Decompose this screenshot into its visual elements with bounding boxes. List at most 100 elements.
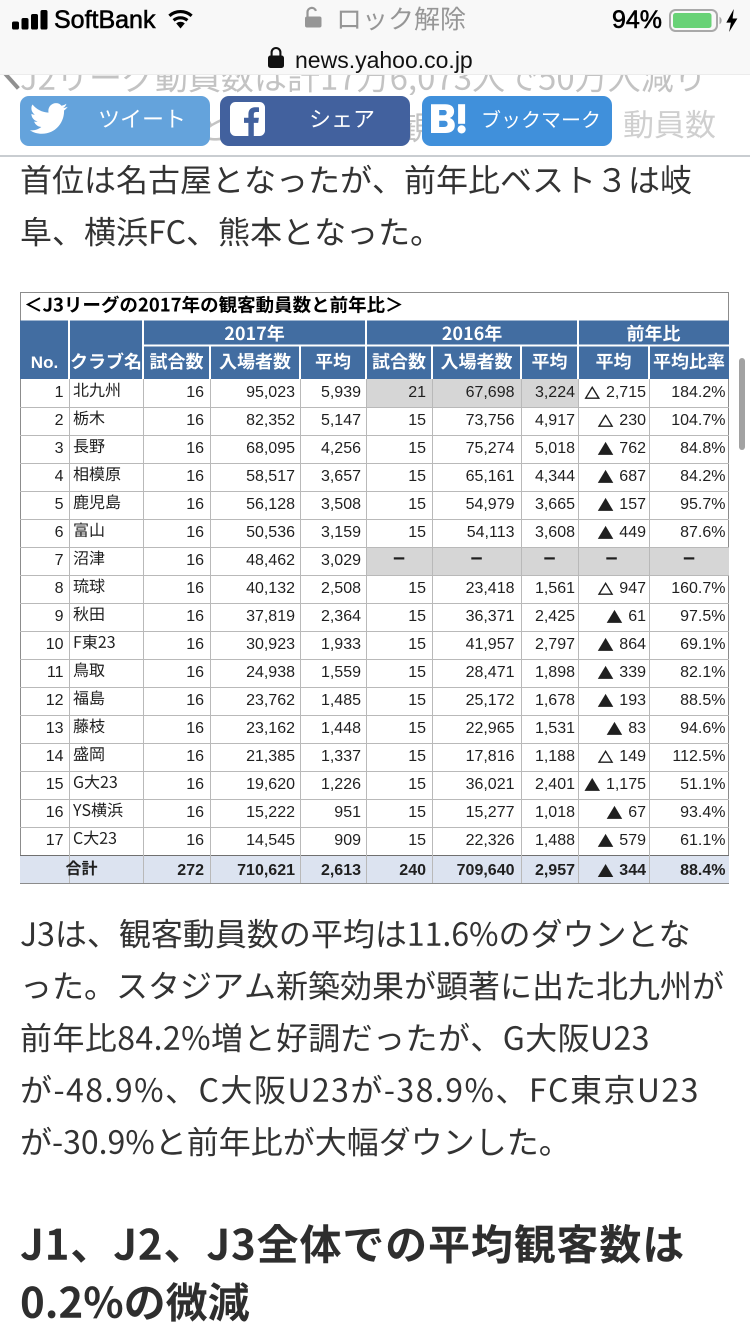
svg-text:909: 909 [334,832,361,849]
svg-text:54,979: 54,979 [466,496,515,513]
svg-text:15,277: 15,277 [466,804,515,821]
svg-text:8: 8 [55,580,64,597]
svg-text:16: 16 [186,412,204,429]
svg-text:4: 4 [55,468,64,485]
svg-text:15: 15 [408,804,426,821]
svg-text:2,613: 2,613 [321,862,361,879]
svg-text:12: 12 [46,692,64,709]
svg-text:16: 16 [186,496,204,513]
svg-text:579: 579 [619,832,646,849]
svg-text:449: 449 [619,524,646,541]
svg-text:87.6%: 87.6% [680,524,725,541]
svg-text:15: 15 [408,468,426,485]
svg-text:1,678: 1,678 [535,692,575,709]
svg-text:1,018: 1,018 [535,804,575,821]
svg-text:1,559: 1,559 [321,664,361,681]
svg-text:344: 344 [619,862,646,879]
svg-text:16: 16 [186,720,204,737]
svg-text:23,162: 23,162 [246,720,295,737]
svg-text:41,957: 41,957 [466,636,515,653]
svg-text:15: 15 [408,524,426,541]
svg-text:15: 15 [408,692,426,709]
svg-text:3,508: 3,508 [321,496,361,513]
svg-text:30,923: 30,923 [246,636,295,653]
svg-text:4,917: 4,917 [535,412,575,429]
svg-text:15,222: 15,222 [246,804,295,821]
svg-text:15: 15 [408,636,426,653]
svg-text:4,344: 4,344 [535,468,575,485]
svg-text:2,715: 2,715 [606,384,646,401]
svg-text:762: 762 [619,440,646,457]
svg-text:56,128: 56,128 [246,496,295,513]
svg-text:84.8%: 84.8% [680,440,725,457]
svg-text:58,517: 58,517 [246,468,295,485]
svg-text:36,371: 36,371 [466,608,515,625]
svg-text:1,188: 1,188 [535,748,575,765]
svg-text:149: 149 [619,748,646,765]
svg-text:2: 2 [55,412,64,429]
svg-text:94.6%: 94.6% [680,720,725,737]
svg-text:947: 947 [619,580,646,597]
svg-text:16: 16 [186,804,204,821]
svg-text:83: 83 [628,720,646,737]
svg-text:112.5%: 112.5% [672,748,725,765]
svg-text:67,698: 67,698 [466,384,515,401]
svg-text:22,965: 22,965 [466,720,515,737]
svg-text:3,657: 3,657 [321,468,361,485]
svg-text:22,326: 22,326 [466,832,515,849]
svg-text:40,132: 40,132 [246,580,295,597]
svg-text:15: 15 [408,720,426,737]
svg-text:2,797: 2,797 [535,636,575,653]
svg-text:1,898: 1,898 [535,664,575,681]
svg-text:104.7%: 104.7% [671,412,725,429]
svg-text:15: 15 [408,776,426,793]
svg-text:67: 67 [628,804,646,821]
svg-text:1,531: 1,531 [535,720,575,737]
svg-text:97.5%: 97.5% [680,608,725,625]
svg-text:15: 15 [408,608,426,625]
svg-text:2,364: 2,364 [321,608,361,625]
svg-text:73,756: 73,756 [466,412,515,429]
svg-text:1,448: 1,448 [321,720,361,737]
svg-text:16: 16 [186,776,204,793]
svg-text:16: 16 [186,580,204,597]
svg-text:1,337: 1,337 [321,748,361,765]
svg-text:16: 16 [46,804,64,821]
svg-text:75,274: 75,274 [466,440,515,457]
svg-text:5: 5 [55,496,64,513]
svg-text:88.5%: 88.5% [680,692,725,709]
svg-text:1,485: 1,485 [321,692,361,709]
svg-text:15: 15 [408,748,426,765]
svg-text:709,640: 709,640 [457,862,515,879]
svg-text:3,608: 3,608 [535,524,575,541]
svg-text:21: 21 [408,384,426,401]
svg-text:16: 16 [186,524,204,541]
svg-text:864: 864 [619,636,646,653]
svg-text:1,561: 1,561 [535,580,575,597]
svg-text:15: 15 [408,412,426,429]
svg-text:37,819: 37,819 [246,608,295,625]
svg-text:17: 17 [46,832,64,849]
svg-text:16: 16 [186,832,204,849]
svg-text:23,418: 23,418 [466,580,515,597]
svg-text:65,161: 65,161 [466,468,515,485]
svg-text:54,113: 54,113 [467,524,515,541]
svg-text:24,938: 24,938 [246,664,295,681]
svg-text:1,175: 1,175 [606,776,646,793]
svg-text:2,957: 2,957 [535,862,575,879]
svg-text:50,536: 50,536 [246,524,295,541]
svg-text:17,816: 17,816 [466,748,515,765]
svg-text:7: 7 [55,552,64,569]
svg-text:1,226: 1,226 [321,776,361,793]
svg-text:5,147: 5,147 [321,412,361,429]
svg-text:272: 272 [177,862,204,879]
svg-text:48,462: 48,462 [246,552,295,569]
svg-text:61.1%: 61.1% [680,832,725,849]
svg-text:184.2%: 184.2% [671,384,725,401]
svg-text:93.4%: 93.4% [680,804,725,821]
svg-text:15: 15 [408,832,426,849]
svg-text:68,095: 68,095 [246,440,295,457]
svg-text:157: 157 [619,496,646,513]
svg-text:21,385: 21,385 [246,748,295,765]
svg-text:1,488: 1,488 [535,832,575,849]
